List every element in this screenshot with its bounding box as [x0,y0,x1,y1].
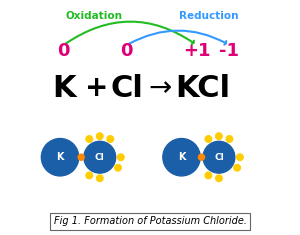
Text: K: K [178,152,185,162]
Circle shape [163,138,200,176]
Text: +: + [85,74,108,102]
Text: →: → [149,74,172,102]
Circle shape [199,154,205,160]
Circle shape [86,136,92,142]
Circle shape [234,164,240,171]
Circle shape [97,133,103,139]
Text: K: K [56,152,64,162]
Circle shape [205,136,212,142]
Circle shape [237,154,243,161]
Circle shape [216,175,222,181]
Circle shape [203,141,235,173]
Circle shape [205,172,212,179]
Circle shape [216,133,222,139]
Circle shape [84,141,116,173]
Text: +1: +1 [183,42,211,60]
Text: 0: 0 [120,42,133,60]
Text: Cl: Cl [214,153,224,162]
Circle shape [115,164,121,171]
Circle shape [118,154,124,161]
Circle shape [107,136,114,142]
Text: Oxidation: Oxidation [65,11,122,21]
Circle shape [41,138,79,176]
Text: 0: 0 [57,42,70,60]
Text: Cl: Cl [110,74,143,103]
Text: Reduction: Reduction [179,11,238,21]
Text: Cl: Cl [95,153,105,162]
Circle shape [78,154,84,160]
Text: KCl: KCl [175,74,230,103]
Circle shape [97,175,103,181]
Text: Fig 1. Formation of Potassium Chloride.: Fig 1. Formation of Potassium Chloride. [53,216,247,227]
Text: -1: -1 [219,42,239,60]
Text: K: K [52,74,75,103]
Circle shape [226,136,233,142]
Circle shape [86,172,92,179]
